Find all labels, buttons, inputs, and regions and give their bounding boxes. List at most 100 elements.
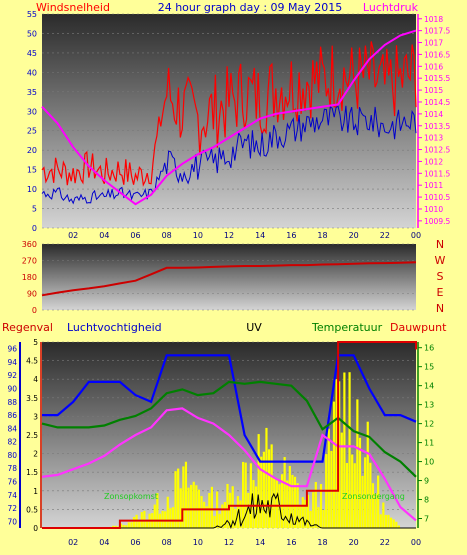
- solar-bar: [291, 474, 294, 528]
- solar-bar: [338, 381, 341, 528]
- compass-letter: N: [436, 238, 444, 251]
- rain-axis: 0 0.5 1 1.5 2 2.5 3 3.5 4 4.5 5: [26, 338, 42, 533]
- sunrise-label: Zonsopkomst: [104, 492, 158, 501]
- humidity-axis: 70 72 74 76 78 80 82 84 86 88 90 92 94 96: [7, 342, 21, 528]
- direction-tick: 90: [27, 290, 37, 299]
- humidity-temp-series: [41, 341, 417, 530]
- hour-tick: 22: [380, 231, 390, 240]
- solar-bar: [200, 496, 203, 528]
- compass-letter: W: [435, 254, 446, 267]
- solar-bar: [166, 496, 169, 528]
- solar-bar: [205, 506, 208, 528]
- solar-bar: [221, 504, 224, 528]
- wind-pressure-series: [41, 29, 417, 206]
- hour-tick: 02: [68, 538, 78, 547]
- pressure-tick: 1011: [424, 181, 443, 190]
- solar-bar: [270, 444, 273, 528]
- solar-bar: [384, 514, 388, 528]
- pressure-tick: 1017.5: [424, 27, 450, 36]
- hour-tick: 12: [224, 538, 234, 547]
- solar-bar: [218, 513, 221, 528]
- hour-tick: 06: [130, 538, 140, 547]
- direction-tick: 270: [22, 257, 37, 266]
- temperature-label: Temperatuur: [311, 321, 383, 334]
- wind-direction-line: [41, 261, 417, 297]
- solar-bar: [213, 515, 216, 528]
- pressure-tick: 1016: [424, 62, 443, 71]
- hour-tick: 00: [411, 231, 421, 240]
- solar-bar: [177, 468, 180, 528]
- hour-tick: 16: [286, 538, 296, 547]
- solar-bar: [364, 457, 367, 528]
- pressure-tick: 1010.5: [424, 193, 450, 202]
- temperature-tick: 11: [424, 439, 434, 448]
- wind-speed-axis: 0 5 10 15 20 25 30 35 40 45 50 55: [27, 10, 37, 233]
- solar-bar: [301, 497, 304, 528]
- hour-tick: 08: [162, 231, 172, 240]
- solar-bar: [361, 475, 364, 528]
- solar-bar: [356, 399, 359, 528]
- solar-bar: [267, 449, 271, 528]
- solar-bar: [353, 463, 356, 528]
- solar-bar: [257, 434, 260, 528]
- solar-bar: [244, 462, 247, 528]
- humidity-tick: 88: [7, 398, 17, 407]
- solar-bar: [366, 421, 369, 528]
- wind-speed-tick: 35: [27, 88, 37, 97]
- solar-bar: [260, 456, 263, 528]
- dewpoint-label: Dauwpunt: [390, 321, 447, 334]
- solar-bar: [377, 475, 380, 528]
- rain-tick: 5: [33, 338, 38, 347]
- temperature-tick: 7: [424, 515, 429, 524]
- pressure-axis-label: Luchtdruk: [363, 1, 419, 14]
- solar-bar: [299, 504, 302, 528]
- solar-bar: [239, 500, 242, 528]
- solar-bar: [174, 471, 177, 528]
- wind-speed-tick: 40: [27, 68, 37, 77]
- solar-bar: [379, 514, 382, 528]
- solar-bar: [132, 517, 136, 528]
- wind-direction-series: [41, 261, 417, 297]
- dewpoint-line: [41, 407, 417, 522]
- wind-direction-grid: [42, 243, 416, 311]
- solar-bar: [273, 477, 276, 528]
- hour-tick: 22: [380, 538, 390, 547]
- temperature-tick: 13: [424, 401, 434, 410]
- humidity-tick: 78: [7, 464, 17, 473]
- solar-bar: [340, 432, 343, 528]
- pressure-tick: 1015.5: [424, 74, 450, 83]
- solar-bar: [343, 372, 346, 528]
- solar-bar: [374, 493, 377, 528]
- wind-speed-tick: 15: [27, 166, 37, 175]
- pressure-axis: 1009.5 1010 1010.5 1011 1011.5 1012 1012.5 1013…: [417, 14, 450, 228]
- humidity-tick: 84: [7, 424, 17, 433]
- solar-bar: [345, 462, 349, 528]
- wind-gust-line: [41, 105, 417, 205]
- solar-bar: [332, 401, 336, 528]
- rain-tick: 1: [33, 487, 38, 496]
- solar-bar: [231, 486, 234, 528]
- solar-bar: [138, 521, 141, 528]
- wind-speed-line: [41, 41, 417, 187]
- hour-tick: 20: [349, 538, 359, 547]
- solar-bar: [369, 462, 372, 528]
- hour-tick: 12: [224, 231, 234, 240]
- hour-tick: 02: [68, 231, 78, 240]
- pressure-tick: 1015: [424, 86, 443, 95]
- solar-bar: [283, 457, 286, 528]
- solar-bar: [171, 507, 175, 528]
- humidity-label: Luchtvochtigheid: [67, 321, 162, 334]
- solar-bar: [203, 501, 206, 528]
- solar-bar: [348, 372, 351, 528]
- solar-bar: [229, 492, 232, 528]
- humidity-temp-x-axis: 02 04 06 08 10 12 14 16 18 20 22 00: [68, 538, 421, 547]
- solar-bar: [335, 379, 338, 528]
- solar-bar: [286, 480, 289, 528]
- hour-tick: 04: [99, 231, 109, 240]
- solar-bar: [392, 519, 395, 528]
- solar-bar: [265, 427, 268, 528]
- pressure-tick: 1017: [424, 39, 443, 48]
- humidity-tick: 90: [7, 385, 17, 394]
- pressure-tick: 1013: [424, 134, 443, 143]
- solar-bar: [304, 499, 307, 528]
